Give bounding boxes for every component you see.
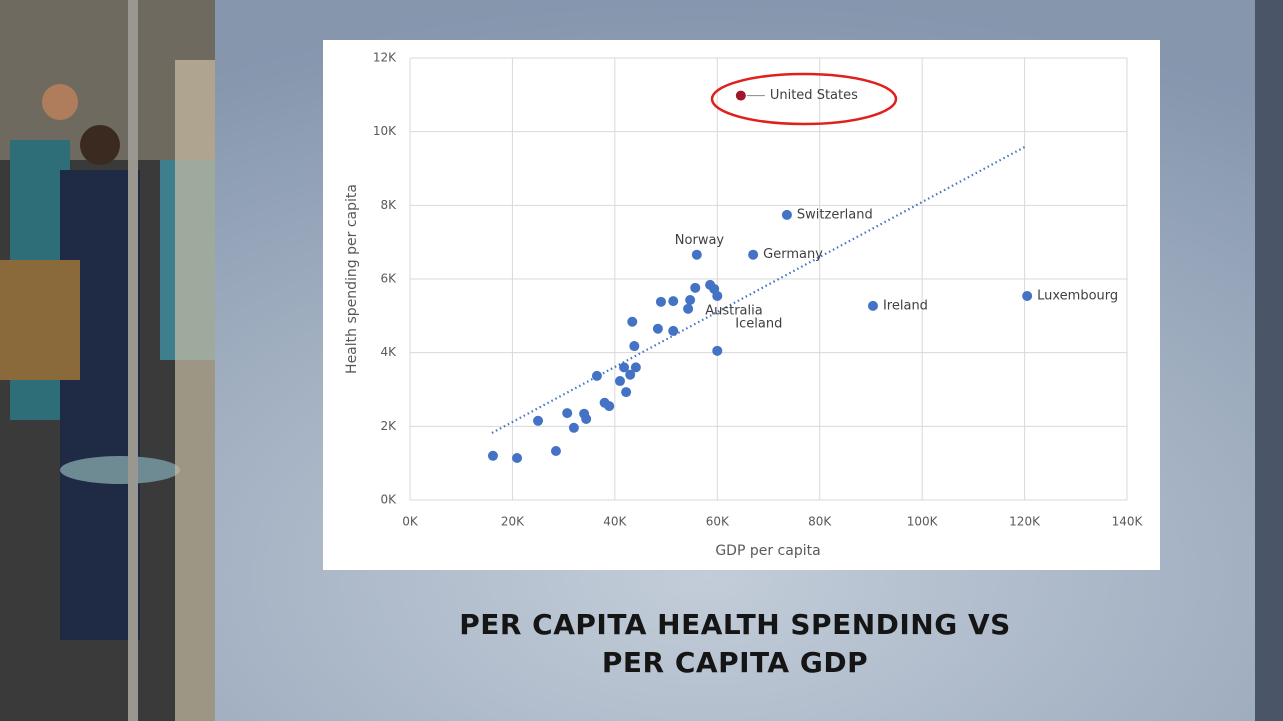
- data-point: [604, 401, 615, 412]
- data-point: [691, 249, 702, 260]
- point-label: Germany: [763, 247, 823, 262]
- data-point: [568, 422, 579, 433]
- data-point: [629, 341, 640, 352]
- x-tick-label: 100K: [907, 515, 939, 529]
- data-point: [581, 413, 592, 424]
- data-point: [668, 296, 679, 307]
- point-label: Switzerland: [797, 207, 873, 222]
- x-tick-label: 20K: [501, 515, 525, 529]
- data-point: [781, 209, 792, 220]
- side-bar: [1255, 0, 1283, 721]
- data-point: [562, 408, 573, 419]
- data-point: [748, 249, 759, 260]
- point-label: Iceland: [735, 316, 782, 331]
- point-label: United States: [770, 88, 858, 103]
- x-tick-label: 80K: [808, 515, 832, 529]
- y-tick-label: 0K: [380, 493, 397, 507]
- data-point: [1022, 290, 1033, 301]
- x-tick-label: 140K: [1112, 515, 1144, 529]
- x-tick-label: 60K: [706, 515, 730, 529]
- y-tick-label: 10K: [373, 124, 397, 138]
- data-point: [533, 415, 544, 426]
- data-point: [735, 90, 746, 101]
- data-point: [619, 362, 630, 373]
- data-point: [591, 370, 602, 381]
- y-tick-label: 4K: [380, 345, 397, 359]
- data-point: [867, 300, 878, 311]
- data-point: [512, 453, 523, 464]
- y-tick-label: 12K: [373, 51, 397, 65]
- data-point: [712, 290, 723, 301]
- point-label: Australia: [705, 303, 763, 318]
- data-point: [627, 316, 638, 327]
- data-point: [655, 296, 666, 307]
- y-tick-label: 2K: [380, 419, 397, 433]
- data-point: [614, 376, 625, 387]
- y-tick-label: 6K: [380, 272, 397, 286]
- y-tick-label: 8K: [380, 198, 397, 212]
- data-point: [683, 303, 694, 314]
- data-point: [550, 446, 561, 457]
- data-point: [630, 362, 641, 373]
- data-point: [652, 323, 663, 334]
- point-label: Luxembourg: [1037, 288, 1118, 303]
- data-point: [621, 387, 632, 398]
- point-label: Norway: [675, 233, 725, 248]
- data-point: [685, 294, 696, 305]
- chart-panel: [323, 40, 1160, 570]
- y-axis-title: Health spending per capita: [344, 184, 360, 374]
- data-point: [712, 345, 723, 356]
- data-point: [690, 282, 701, 293]
- x-tick-label: 120K: [1009, 515, 1041, 529]
- x-tick-label: 40K: [603, 515, 627, 529]
- photo: [0, 0, 215, 721]
- point-label: Ireland: [883, 298, 928, 313]
- x-tick-label: 0K: [402, 515, 419, 529]
- data-point: [625, 369, 636, 380]
- x-axis-title: GDP per capita: [715, 543, 820, 559]
- data-point: [668, 325, 679, 336]
- data-point: [487, 450, 498, 461]
- slide-title: PER CAPITA HEALTH SPENDING VS PER CAPITA…: [459, 608, 1011, 679]
- highlight-ring: [710, 72, 898, 126]
